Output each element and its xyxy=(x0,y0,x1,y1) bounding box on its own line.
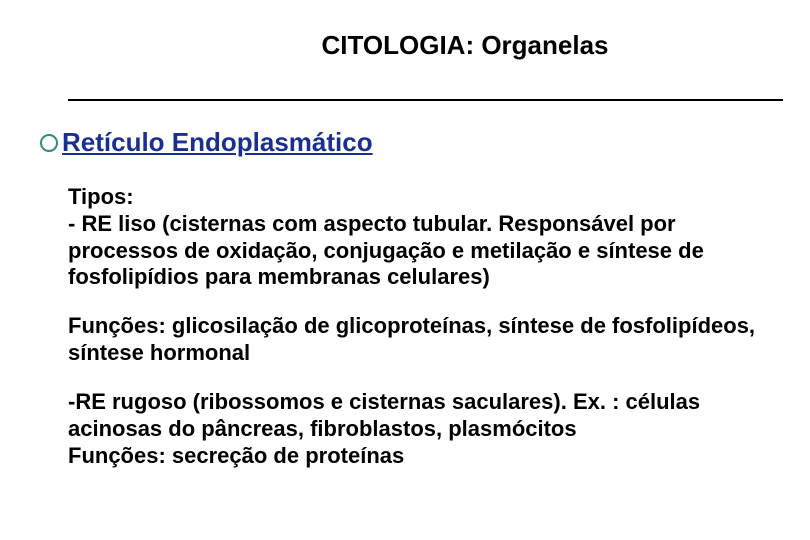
slide-subtitle: Retículo Endoplasmático xyxy=(62,127,373,158)
body-paragraph-2: Funções: glicosilação de glicoproteínas,… xyxy=(68,313,760,367)
slide-container: CITOLOGIA: Organelas Retículo Endoplasmá… xyxy=(0,0,810,540)
body-paragraph-3: -RE rugoso (ribossomos e cisternas sacul… xyxy=(68,389,760,469)
divider-line xyxy=(68,99,783,101)
spacer xyxy=(34,291,776,313)
subtitle-row: Retículo Endoplasmático xyxy=(40,127,776,158)
body-paragraph-1: Tipos: - RE liso (cisternas com aspecto … xyxy=(68,184,760,291)
spacer xyxy=(34,367,776,389)
bullet-icon xyxy=(40,134,58,152)
slide-title: CITOLOGIA: Organelas xyxy=(204,30,726,61)
